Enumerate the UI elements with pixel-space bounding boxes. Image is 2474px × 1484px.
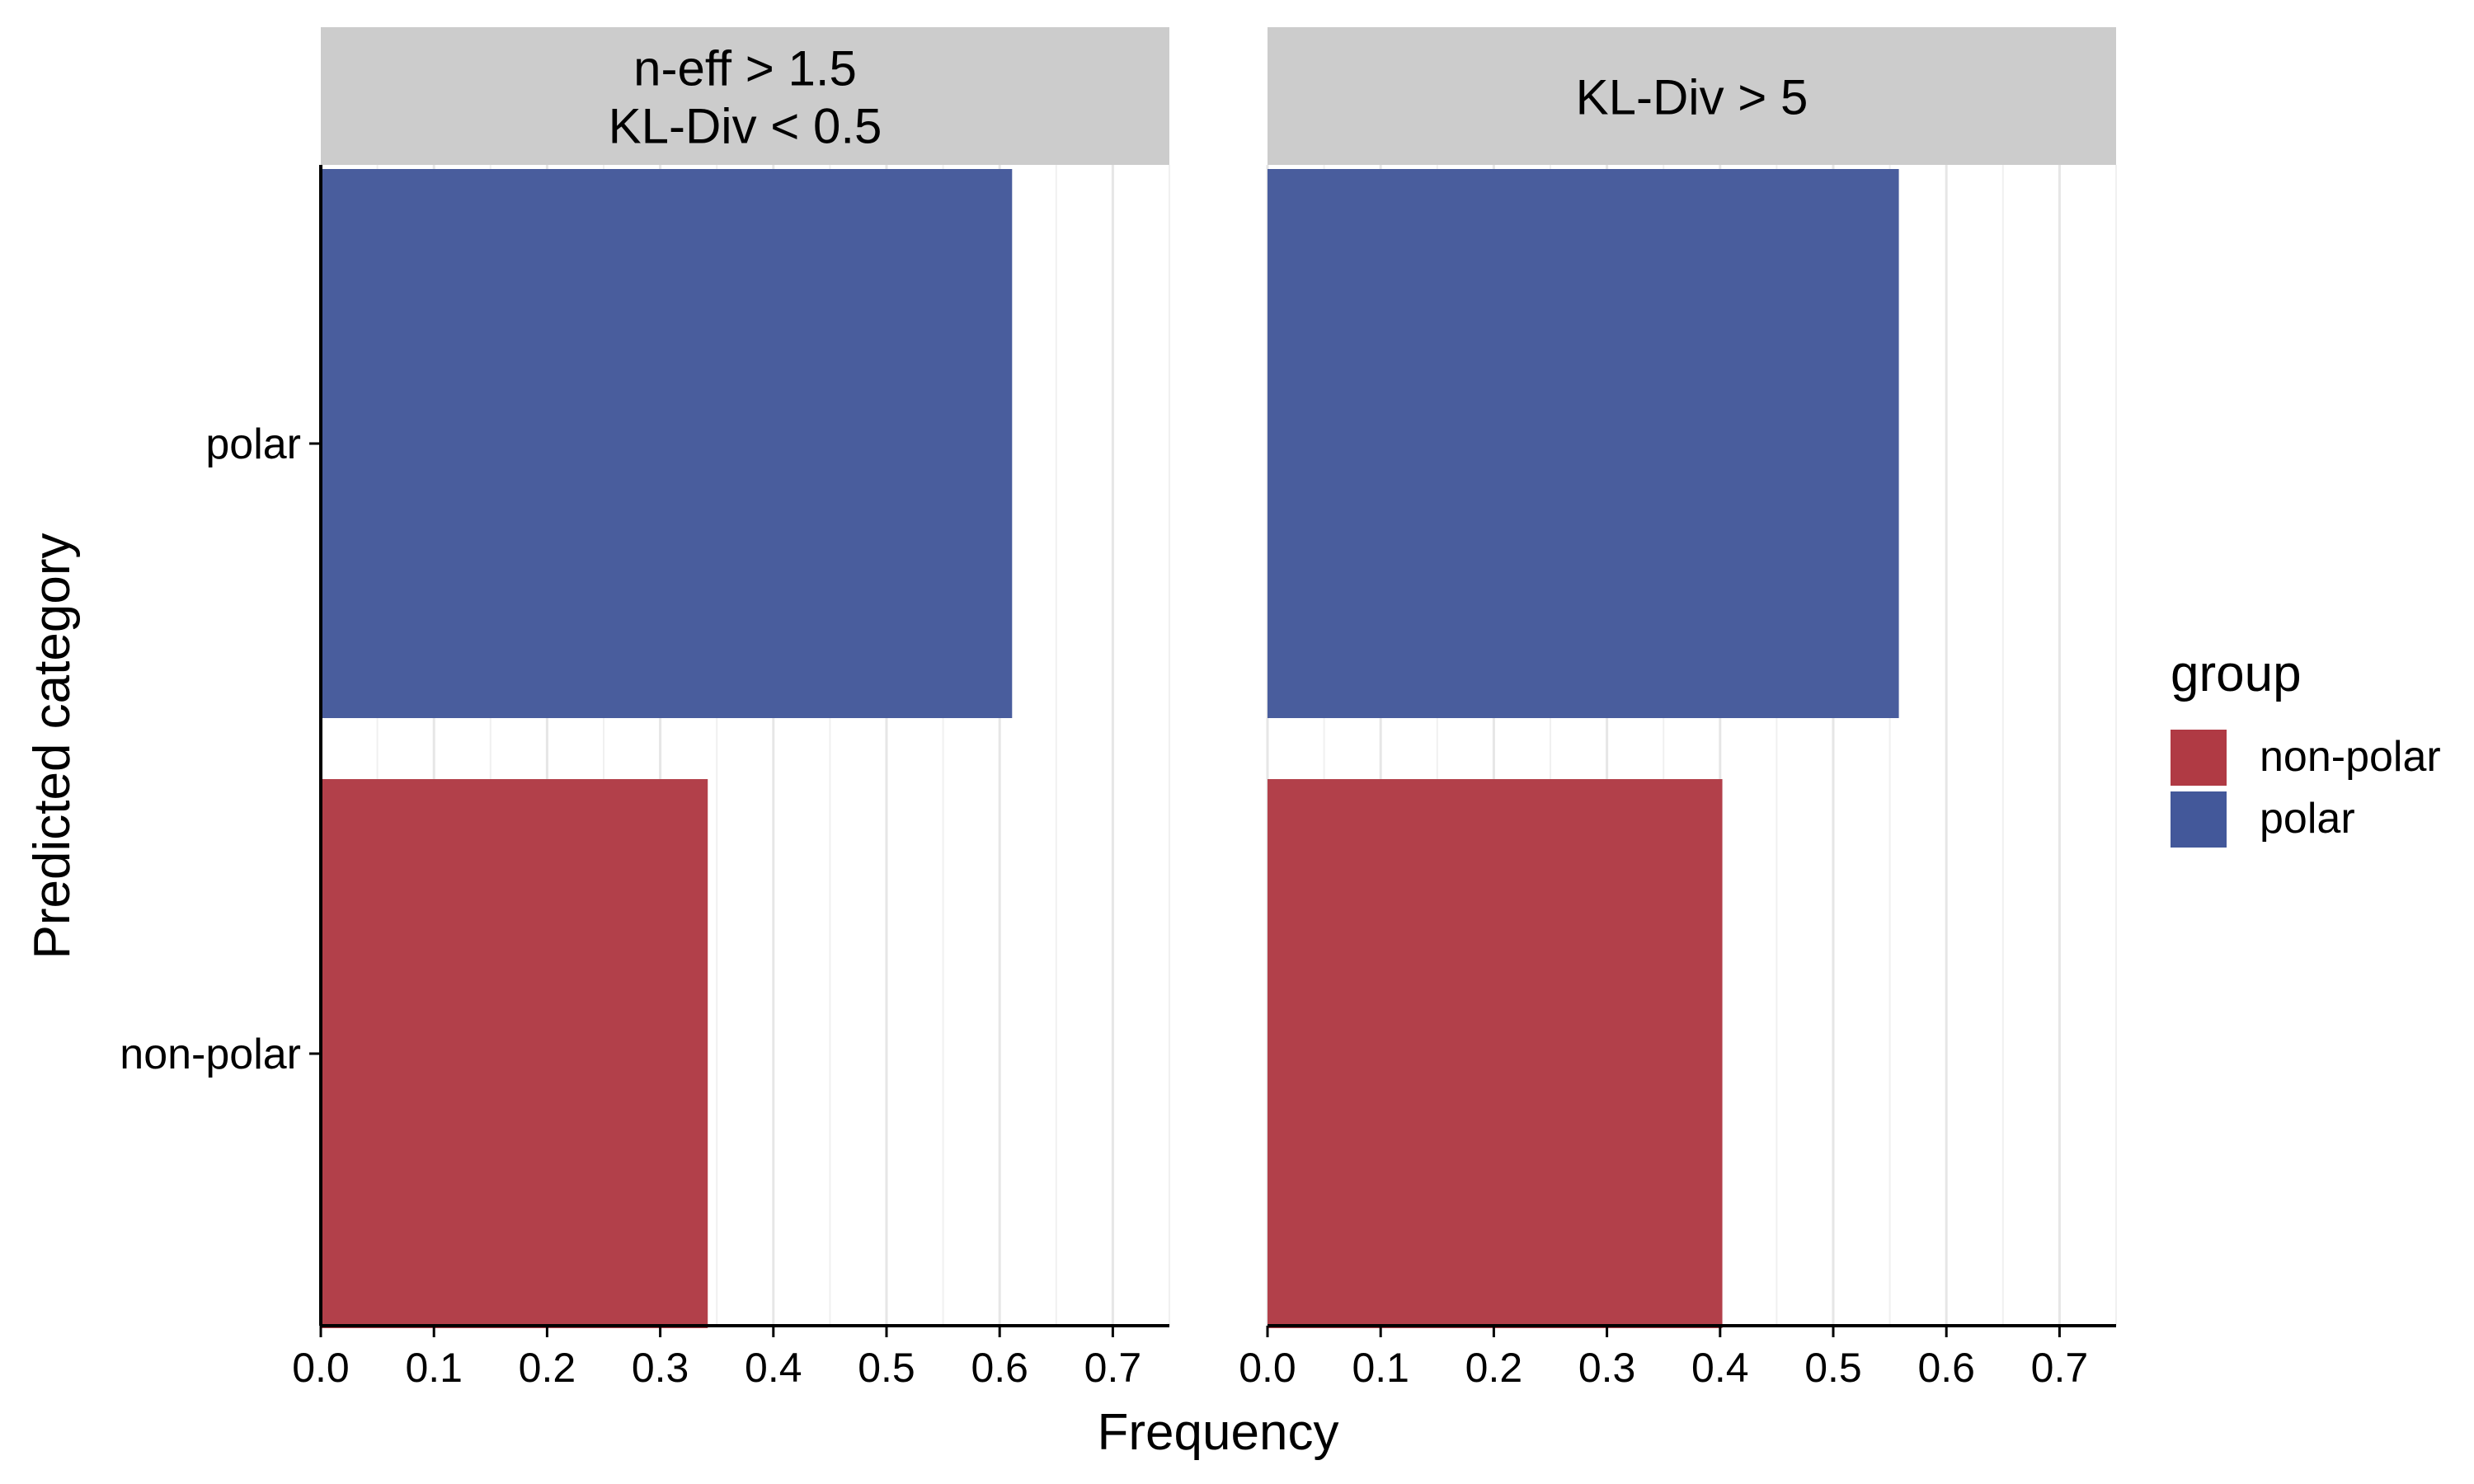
bar-non-polar	[321, 779, 708, 1328]
x-tick-label: 0.5	[858, 1345, 915, 1391]
x-tick-label: 0.7	[2031, 1345, 2089, 1391]
legend-title: group	[2171, 646, 2302, 702]
x-tick-label: 0.0	[292, 1345, 350, 1391]
x-tick-label: 0.4	[1691, 1345, 1749, 1391]
legend-key-polar	[2171, 791, 2227, 848]
x-tick-label: 0.6	[971, 1345, 1028, 1391]
x-axis-label: Frequency	[1098, 1404, 1339, 1461]
x-tick-label: 0.7	[1084, 1345, 1142, 1391]
facet-strip-label: KL-Div > 5	[1576, 70, 1808, 125]
legend-key-non-polar	[2171, 730, 2227, 786]
x-tick-label: 0.6	[1917, 1345, 1975, 1391]
legend: group non-polar polar	[2171, 646, 2441, 848]
x-tick-label: 0.4	[745, 1345, 802, 1391]
x-tick-label: 0.1	[1352, 1345, 1409, 1391]
x-tick-label: 0.0	[1239, 1345, 1296, 1391]
facet-strip	[321, 27, 1169, 165]
y-axis-label: Predicted category	[24, 533, 81, 960]
y-tick-label: non-polar	[120, 1031, 301, 1078]
legend-label: polar	[2260, 795, 2355, 843]
chart-panels: n-eff > 1.5KL-Div < 0.5 0.0 0.1 0.2 0.3 0.4 0.…	[120, 27, 2117, 1391]
y-tick-label: polar	[205, 420, 301, 468]
facet-strip-label: KL-Div < 0.5	[609, 99, 882, 154]
facet-strip-label: n-eff > 1.5	[633, 41, 857, 96]
x-tick-label: 0.2	[519, 1345, 576, 1391]
x-tick-label: 0.3	[1578, 1345, 1636, 1391]
x-tick-label: 0.1	[405, 1345, 463, 1391]
facet-panel: KL-Div > 5 0.0 0.1 0.2 0.3 0.4 0.5 0.6 0.7	[1239, 27, 2117, 1391]
bar-non-polar	[1268, 779, 1723, 1328]
bar-polar	[1268, 169, 1899, 718]
x-tick-label: 0.3	[632, 1345, 689, 1391]
x-tick-label: 0.5	[1804, 1345, 1862, 1391]
facet-panel: n-eff > 1.5KL-Div < 0.5 0.0 0.1 0.2 0.3 0.4 0.…	[120, 27, 1170, 1391]
facet-strip	[1268, 27, 2116, 165]
bar-polar	[321, 169, 1013, 718]
x-tick-label: 0.2	[1465, 1345, 1523, 1391]
legend-label: non-polar	[2260, 733, 2441, 781]
